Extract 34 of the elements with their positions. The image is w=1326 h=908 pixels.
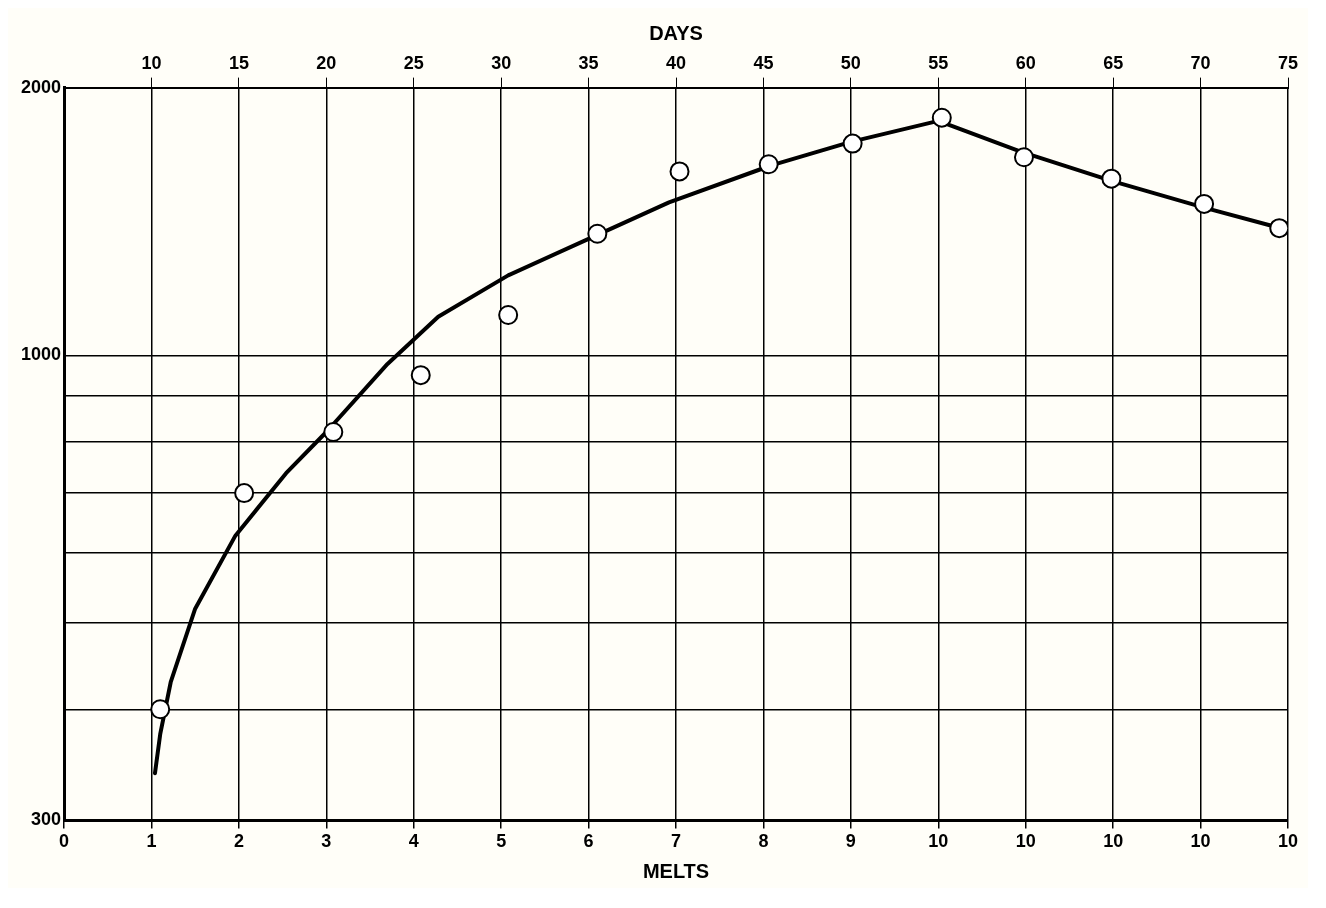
- x-axis-title: MELTS: [642, 859, 710, 882]
- x2-tick-label: 75: [1277, 52, 1299, 73]
- x-tick-label: 6: [583, 831, 594, 852]
- x2-tick-label: 30: [491, 52, 512, 73]
- x2-tick-label: 70: [1190, 52, 1211, 73]
- x2-axis-title: DAYS: [649, 21, 703, 44]
- x2-tick-label: 35: [578, 52, 599, 73]
- y-tick-label: 1000: [21, 344, 62, 365]
- x2-tick-label: 55: [928, 52, 949, 73]
- x2-tick-label: 25: [403, 52, 424, 73]
- x-tick-label: 10: [1277, 831, 1299, 852]
- y-tick-label: 2000: [21, 76, 62, 97]
- x2-tick-label: 65: [1103, 52, 1124, 73]
- x-tick-label: 5: [496, 831, 507, 852]
- y-tick-label: 300: [31, 809, 62, 830]
- x2-tick-label: 10: [141, 52, 162, 73]
- x-tick-label: 7: [671, 831, 682, 852]
- x2-tick-label: 50: [840, 52, 861, 73]
- x-tick-label: 1: [146, 831, 157, 852]
- x-tick-label: 10: [1015, 831, 1036, 852]
- x2-tick-label: 15: [228, 52, 249, 73]
- x-tick-label: 4: [408, 831, 419, 852]
- x-tick-label: 9: [845, 831, 856, 852]
- x-tick-label: 3: [321, 831, 332, 852]
- x-tick-label: 10: [1103, 831, 1124, 852]
- x2-tick-label: 60: [1015, 52, 1036, 73]
- x-tick-label: 0: [59, 831, 70, 852]
- x2-tick-label: 20: [316, 52, 337, 73]
- x2-tick-label: 40: [666, 52, 687, 73]
- x2-tick-label: 45: [753, 52, 774, 73]
- x-tick-label: 10: [1190, 831, 1211, 852]
- x-tick-label: 10: [928, 831, 949, 852]
- x-tick-label: 2: [233, 831, 244, 852]
- x-tick-label: 8: [758, 831, 769, 852]
